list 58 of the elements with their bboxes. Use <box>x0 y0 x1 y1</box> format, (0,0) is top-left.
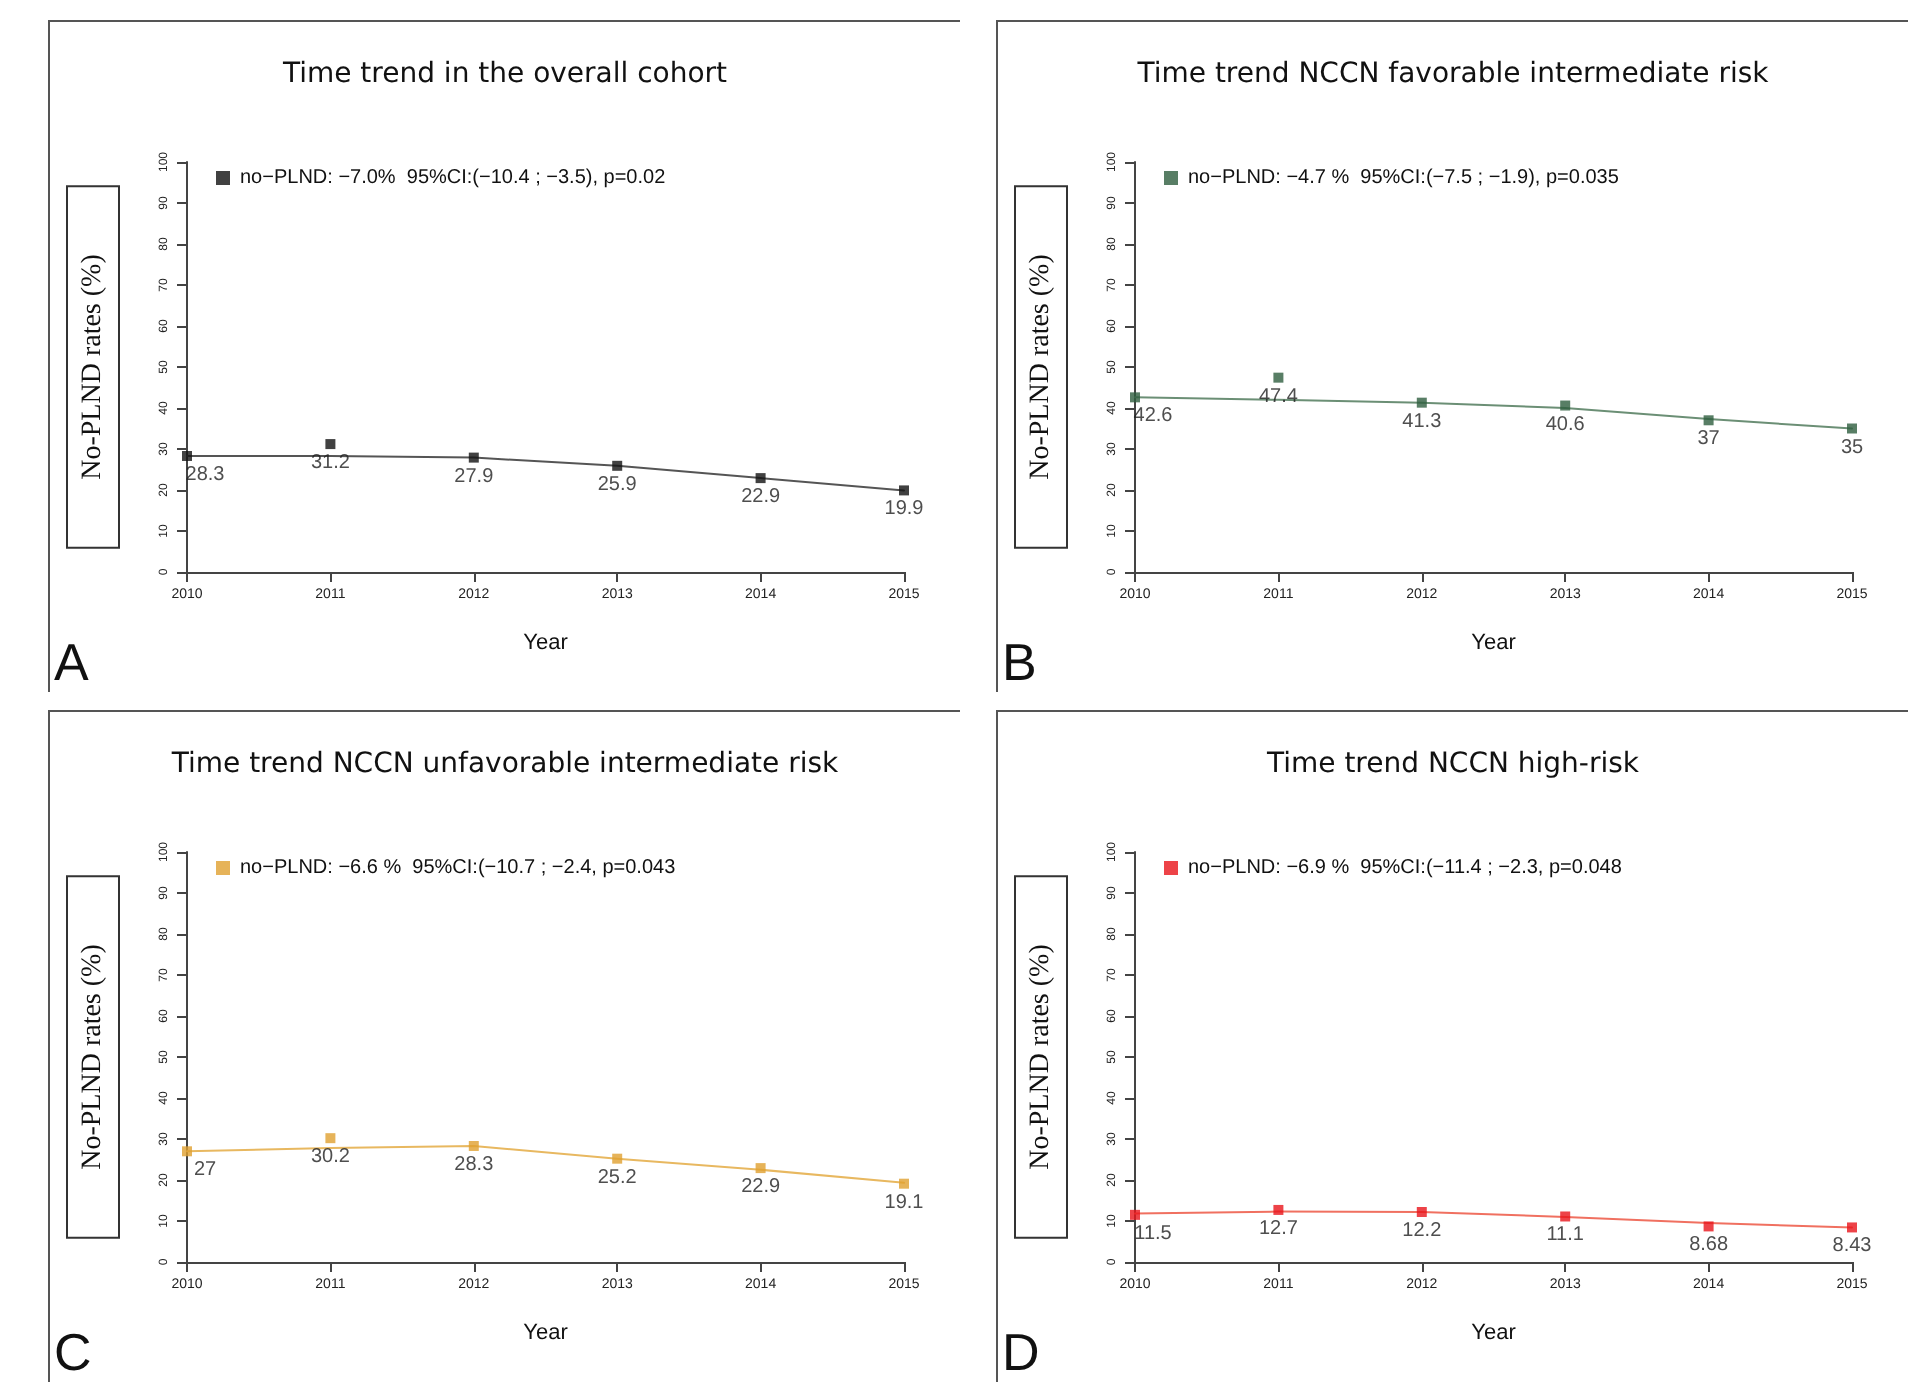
data-label: 31.2 <box>310 452 351 475</box>
y-axis-title: No-PLND rates (%) <box>78 253 108 480</box>
data-label: 35 <box>1840 436 1864 459</box>
point <box>612 460 623 471</box>
data-label: 27.9 <box>454 465 495 488</box>
chart-title: Time trend NCCN high-risk <box>1264 748 1641 780</box>
data-label: 22.9 <box>741 1176 781 1199</box>
point <box>1703 415 1714 426</box>
point <box>182 450 192 461</box>
legend-label: no−PLND: −7.0% 95%CI:(−10.4 ; −3.5), p=0.02 <box>240 167 667 189</box>
chart-title: Time trend NCCN favorable intermediate risk <box>1135 58 1771 90</box>
point <box>755 473 766 484</box>
data-label: 22.9 <box>741 486 781 509</box>
x-axis-title: Year <box>1471 631 1517 655</box>
legend-label: no−PLND: −4.7 % 95%CI:(−7.5 ; −1.9), p=0.035 <box>1188 167 1620 189</box>
point <box>468 1140 479 1151</box>
data-label: 28.3 <box>454 1153 495 1176</box>
chart-title: Time trend in the overall cohort <box>280 58 729 90</box>
legend-label: no−PLND: −6.6 % 95%CI:(−10.7 ; −2.4, p=0.043 <box>240 857 677 879</box>
data-label: 27 <box>193 1159 217 1182</box>
point <box>182 1146 192 1157</box>
data-label: 12.2 <box>1402 1219 1443 1242</box>
text: A <box>54 632 90 692</box>
data-label: 25.9 <box>597 473 638 496</box>
text: C <box>54 1322 92 1382</box>
point <box>612 1153 623 1164</box>
data-label: 25.2 <box>597 1166 638 1189</box>
point <box>755 1163 766 1174</box>
data-label: 12.7 <box>1258 1217 1299 1240</box>
data-label: 19.9 <box>884 498 925 521</box>
x-axis-title: Year <box>523 631 569 655</box>
data-label: 41.3 <box>1402 410 1443 433</box>
x-axis-title: Year <box>1471 1321 1517 1345</box>
legend-label: no−PLND: −6.9 % 95%CI:(−11.4 ; −2.3, p=0.048 <box>1188 857 1623 879</box>
point <box>325 439 336 450</box>
y-axis-title: No-PLND rates (%) <box>1026 943 1056 1170</box>
data-label: 19.1 <box>884 1191 925 1214</box>
point <box>1416 397 1427 408</box>
data-label: 11.1 <box>1546 1224 1585 1247</box>
point <box>1560 400 1571 411</box>
point <box>899 485 909 496</box>
point <box>899 1178 909 1189</box>
point <box>468 452 479 463</box>
y-axis-title: No-PLND rates (%) <box>78 943 108 1170</box>
x-axis-title: Year <box>523 1321 569 1345</box>
text: B <box>1002 632 1037 692</box>
point <box>1847 423 1857 434</box>
data-label: 8.68 <box>1689 1234 1729 1257</box>
data-label: 30.2 <box>310 1146 351 1169</box>
point <box>1130 392 1140 403</box>
point <box>1273 372 1284 383</box>
chart-title: Time trend NCCN unfavorable intermediate risk <box>169 748 841 780</box>
data-label: 8.43 <box>1832 1235 1873 1258</box>
y-axis-title: No-PLND rates (%) <box>1026 253 1056 480</box>
point <box>325 1133 336 1144</box>
text: D <box>1002 1322 1040 1382</box>
data-label: 37 <box>1697 428 1721 451</box>
data-label: 40.6 <box>1545 413 1586 436</box>
